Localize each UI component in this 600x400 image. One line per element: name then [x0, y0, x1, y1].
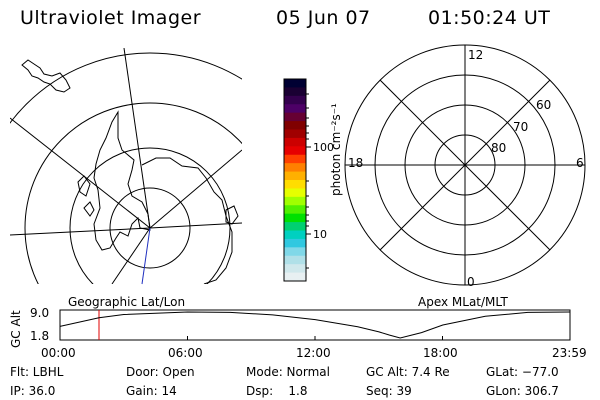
- colorbar-frame: [283, 78, 307, 282]
- altitude-xtick-1200: 12:00: [296, 346, 331, 360]
- colorbar-cell: [284, 104, 306, 114]
- mlt-panel-label: Apex MLat/MLT: [418, 295, 508, 309]
- altitude-xtick-0600: 06:00: [168, 346, 203, 360]
- colorbar-cell: [284, 87, 306, 97]
- colorbar-cell: [284, 95, 306, 105]
- app-title: Ultraviolet Imager: [20, 7, 202, 29]
- geo-panel-label: Geographic Lat/Lon: [68, 295, 186, 309]
- mlat-label-70: 70: [513, 120, 529, 134]
- status-glon: GLon: 306.7: [486, 384, 559, 398]
- colorbar-cell: [284, 129, 306, 139]
- status-ip: IP: 36.0: [10, 384, 56, 398]
- altitude-xtick-1800: 18:00: [423, 346, 458, 360]
- geo-lat-ring-middle: [69, 147, 231, 284]
- mlat-label-80: 80: [491, 141, 507, 155]
- geo-grid: [10, 48, 242, 284]
- status-mode: Mode: Normal: [246, 365, 330, 379]
- mlt-label-6: 6: [576, 156, 584, 170]
- geo-meridian-2: [149, 222, 242, 229]
- colorbar-cell: [284, 188, 306, 198]
- coastline-peninsula: [93, 110, 151, 251]
- footprint-track: [141, 227, 151, 285]
- status-filter: Flt: LBHL: [10, 365, 64, 379]
- colorbar-cell: [284, 112, 306, 122]
- colorbar-cell: [284, 79, 306, 88]
- image-date: 05 Jun 07: [276, 7, 371, 29]
- colorbar-cell: [284, 171, 306, 181]
- colorbar-cell: [284, 180, 306, 189]
- colorbar-label: photon cm⁻²s⁻¹: [329, 103, 343, 196]
- status-seq: Seq: 39: [366, 384, 412, 398]
- colorbar: [283, 78, 311, 282]
- colorbar-cell: [284, 154, 306, 164]
- geo-meridian-4: [10, 117, 151, 229]
- geo-map-panel: [21, 59, 239, 284]
- geo-lat-ring-inner: [109, 187, 191, 269]
- status-gain: Gain: 14: [126, 384, 177, 398]
- coastline-islands: [77, 175, 239, 225]
- colorbar-cell: [284, 137, 306, 147]
- mlt-label-0: 0: [467, 275, 475, 289]
- colorbar-cell: [284, 121, 306, 130]
- colorbar-tick-label-100: 100: [313, 141, 334, 154]
- geo-lat-ring-outer: [24, 102, 242, 284]
- colorbar-minor-ticks: [306, 93, 309, 269]
- colorbar-cell: [284, 238, 306, 248]
- altitude-xtick-2359: 23:59: [552, 346, 587, 360]
- colorbar-cell: [284, 264, 306, 274]
- colorbar-cell: [284, 222, 306, 231]
- altitude-series-line: [59, 311, 571, 339]
- geo-lat-ring-outermost: [10, 52, 242, 124]
- colorbar-cell: [284, 255, 306, 265]
- colorbar-cell: [284, 272, 306, 282]
- colorbar-cell: [284, 146, 306, 156]
- colorbar-cell: [284, 230, 306, 240]
- coastline-ice-shelf: [141, 157, 233, 284]
- colorbar-cell: [284, 247, 306, 257]
- status-glat: GLat: −77.0: [486, 365, 559, 379]
- mlt-label-12: 12: [468, 48, 484, 62]
- colorbar-cell: [284, 205, 306, 215]
- status-door: Door: Open: [126, 365, 195, 379]
- geo-meridian-3: [123, 48, 151, 229]
- geo-meridian-1: [10, 227, 151, 236]
- status-dsp: Dsp: 1.8: [246, 384, 308, 398]
- altitude-ytick-1-8: 1.8: [30, 329, 50, 343]
- altitude-ytick-9: 9.0: [30, 306, 50, 320]
- colorbar-tick-label-10: 10: [313, 228, 327, 241]
- altitude-plot: [59, 309, 571, 341]
- geo-meridian-6: [111, 227, 151, 284]
- status-gc-alt: GC Alt: 7.4 Re: [366, 365, 450, 379]
- mlt-polar-panel: [344, 44, 586, 286]
- colorbar-cell: [284, 213, 306, 223]
- mlt-label-18: 18: [348, 156, 364, 170]
- altitude-ylabel: GC Alt: [9, 310, 23, 348]
- image-time: 01:50:24 UT: [428, 7, 551, 29]
- geo-meridian-5: [149, 149, 242, 229]
- altitude-x-ticks: [59, 336, 571, 340]
- coastline-south-america: [21, 59, 71, 93]
- mlt-diagonal-2: [379, 79, 551, 251]
- mlat-label-60: 60: [536, 98, 552, 112]
- colorbar-cell: [284, 163, 306, 173]
- colorbar-cells: [284, 79, 306, 282]
- colorbar-cell: [284, 196, 306, 206]
- altitude-xtick-0000: 00:00: [41, 346, 76, 360]
